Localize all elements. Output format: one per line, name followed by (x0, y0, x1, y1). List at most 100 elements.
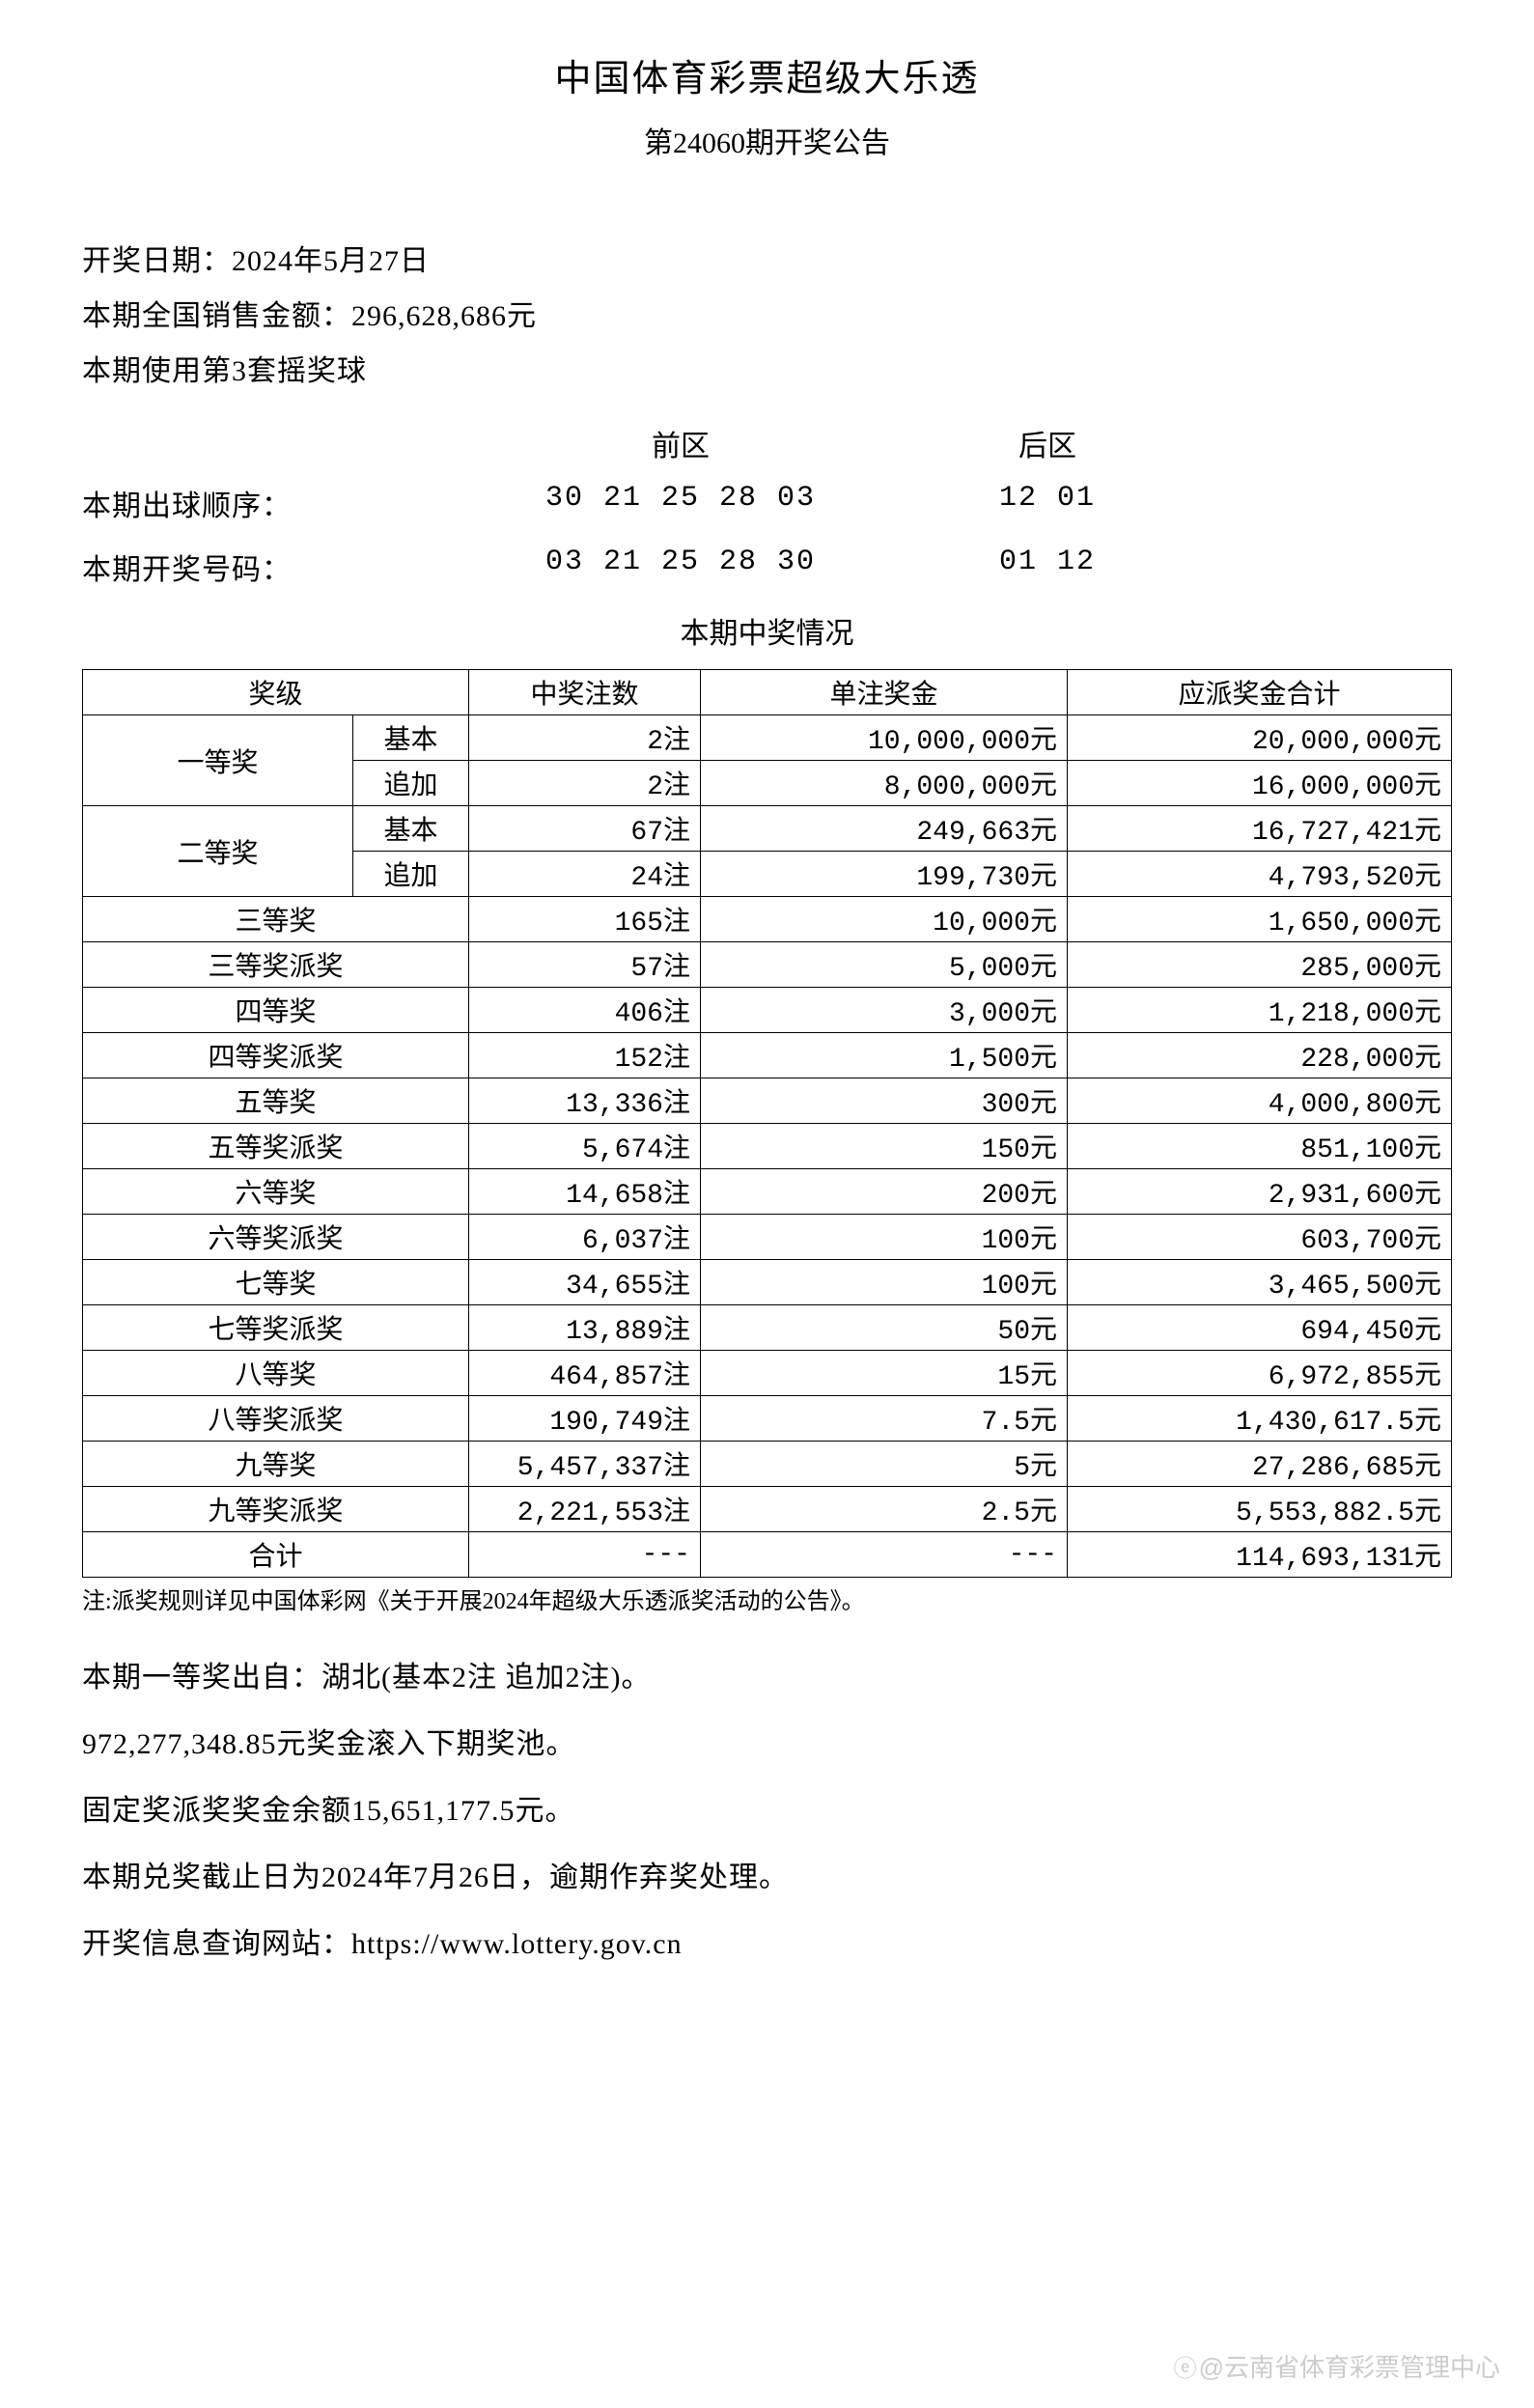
footer-line-2: 972,277,348.85元奖金滚入下期奖池。 (82, 1711, 1452, 1778)
prize-level: 四等奖 (83, 988, 469, 1033)
footer-block: 本期一等奖出自：湖北(基本2注 追加2注)。 972,277,348.85元奖金… (82, 1644, 1452, 1977)
col-amount-header: 单注奖金 (701, 670, 1068, 715)
first-add-amount: 8,000,000元 (701, 761, 1068, 806)
prize-level: 七等奖派奖 (83, 1305, 469, 1351)
table-row: 六等奖派奖6,037注100元603,700元 (83, 1215, 1452, 1260)
prize-count: 13,336注 (469, 1078, 701, 1124)
prize-level: 三等奖 (83, 897, 469, 942)
prize-total: 5,553,882.5元 (1068, 1487, 1452, 1532)
table-row: 八等奖派奖190,749注7.5元1,430,617.5元 (83, 1396, 1452, 1442)
prize-total: 694,450元 (1068, 1305, 1452, 1351)
first-add-count: 2注 (469, 761, 701, 806)
prize-count: 2,221,553注 (469, 1487, 701, 1532)
prize-level: 五等奖派奖 (83, 1124, 469, 1169)
second-add-label: 追加 (353, 852, 469, 897)
prize-amount: 10,000元 (701, 897, 1068, 942)
table-row: 一等奖 基本 2注 10,000,000元 20,000,000元 (83, 715, 1452, 761)
prize-level: 三等奖派奖 (83, 942, 469, 988)
second-add-count: 24注 (469, 852, 701, 897)
prize-amount: 5元 (701, 1442, 1068, 1487)
prize-count: 34,655注 (469, 1260, 701, 1305)
prize-count: 6,037注 (469, 1215, 701, 1260)
col-count-header: 中奖注数 (469, 670, 701, 715)
prize-count: 13,889注 (469, 1305, 701, 1351)
prize-total: 603,700元 (1068, 1215, 1452, 1260)
sum-count: --- (469, 1532, 701, 1578)
prize-amount: 3,000元 (701, 988, 1068, 1033)
table-row: 九等奖5,457,337注5元27,286,685元 (83, 1442, 1452, 1487)
sum-total: 114,693,131元 (1068, 1532, 1452, 1578)
prize-count: 14,658注 (469, 1169, 701, 1215)
footer-line-5: 开奖信息查询网站：https://www.lottery.gov.cn (82, 1911, 1452, 1977)
second-prize-label: 二等奖 (83, 806, 353, 897)
watermark: ⓔ@云南省体育彩票管理中心 (1174, 2348, 1500, 2384)
prize-section-title: 本期中奖情况 (82, 609, 1452, 652)
table-header-row: 奖级 中奖注数 单注奖金 应派奖金合计 (83, 670, 1452, 715)
first-basic-count: 2注 (469, 715, 701, 761)
prize-table: 奖级 中奖注数 单注奖金 应派奖金合计 一等奖 基本 2注 10,000,000… (82, 669, 1452, 1578)
prize-amount: 5,000元 (701, 942, 1068, 988)
ball-set: 本期使用第3套摇奖球 (82, 344, 1452, 399)
back-area-label: 后区 (912, 422, 1183, 464)
prize-total: 2,931,600元 (1068, 1169, 1452, 1215)
prize-amount: 15元 (701, 1351, 1068, 1396)
table-row: 五等奖派奖5,674注150元851,100元 (83, 1124, 1452, 1169)
prize-count: 190,749注 (469, 1396, 701, 1442)
prize-level: 六等奖 (83, 1169, 469, 1215)
table-row: 三等奖165注10,000元1,650,000元 (83, 897, 1452, 942)
first-add-total: 16,000,000元 (1068, 761, 1452, 806)
prize-total: 6,972,855元 (1068, 1351, 1452, 1396)
table-row: 六等奖14,658注200元2,931,600元 (83, 1169, 1452, 1215)
table-sum-row: 合计------114,693,131元 (83, 1532, 1452, 1578)
prize-count: 464,857注 (469, 1351, 701, 1396)
document-title: 中国体育彩票超级大乐透 (82, 48, 1452, 101)
first-add-label: 追加 (353, 761, 469, 806)
prize-amount: 150元 (701, 1124, 1068, 1169)
draw-date: 开奖日期：2024年5月27日 (82, 234, 1452, 289)
prize-count: 165注 (469, 897, 701, 942)
second-basic-count: 67注 (469, 806, 701, 852)
prize-amount: 1,500元 (701, 1033, 1068, 1078)
footer-line-3: 固定奖派奖奖金余额15,651,177.5元。 (82, 1778, 1452, 1844)
first-basic-label: 基本 (353, 715, 469, 761)
watermark-text: @云南省体育彩票管理中心 (1199, 2353, 1500, 2382)
prize-total: 1,650,000元 (1068, 897, 1452, 942)
prize-total: 1,430,617.5元 (1068, 1396, 1452, 1442)
draw-order-front: 30 21 25 28 03 (449, 482, 912, 524)
prize-total: 1,218,000元 (1068, 988, 1452, 1033)
prize-amount: 200元 (701, 1169, 1068, 1215)
col-total-header: 应派奖金合计 (1068, 670, 1452, 715)
second-basic-amount: 249,663元 (701, 806, 1068, 852)
prize-count: 5,457,337注 (469, 1442, 701, 1487)
prize-level: 六等奖派奖 (83, 1215, 469, 1260)
prize-level: 九等奖 (83, 1442, 469, 1487)
table-row: 三等奖派奖57注5,000元285,000元 (83, 942, 1452, 988)
prize-amount: 100元 (701, 1215, 1068, 1260)
prize-count: 57注 (469, 942, 701, 988)
winning-numbers-label: 本期开奖号码： (82, 546, 449, 588)
table-row: 七等奖派奖13,889注50元694,450元 (83, 1305, 1452, 1351)
prize-level: 八等奖 (83, 1351, 469, 1396)
prize-level: 八等奖派奖 (83, 1396, 469, 1442)
sum-label: 合计 (83, 1532, 469, 1578)
bonus-rules-note: 注:派奖规则详见中国体彩网《关于开展2024年超级大乐透派奖活动的公告》。 (82, 1582, 1452, 1615)
draw-order-back: 12 01 (912, 482, 1183, 524)
prize-total: 228,000元 (1068, 1033, 1452, 1078)
footer-line-4: 本期兑奖截止日为2024年7月26日，逾期作弃奖处理。 (82, 1844, 1452, 1911)
col-level-header: 奖级 (83, 670, 469, 715)
second-basic-label: 基本 (353, 806, 469, 852)
prize-count: 5,674注 (469, 1124, 701, 1169)
numbers-section: 前区 后区 本期出球顺序： 30 21 25 28 03 12 01 本期开奖号… (82, 422, 1452, 588)
prize-count: 406注 (469, 988, 701, 1033)
table-row: 四等奖406注3,000元1,218,000元 (83, 988, 1452, 1033)
table-row: 四等奖派奖152注1,500元228,000元 (83, 1033, 1452, 1078)
winning-numbers-back: 01 12 (912, 546, 1183, 588)
prize-amount: 2.5元 (701, 1487, 1068, 1532)
table-row: 八等奖464,857注15元6,972,855元 (83, 1351, 1452, 1396)
table-row: 七等奖34,655注100元3,465,500元 (83, 1260, 1452, 1305)
prize-total: 3,465,500元 (1068, 1260, 1452, 1305)
table-row: 二等奖 基本 67注 249,663元 16,727,421元 (83, 806, 1452, 852)
table-row: 五等奖13,336注300元4,000,800元 (83, 1078, 1452, 1124)
prize-total: 4,000,800元 (1068, 1078, 1452, 1124)
table-row: 九等奖派奖2,221,553注2.5元5,553,882.5元 (83, 1487, 1452, 1532)
